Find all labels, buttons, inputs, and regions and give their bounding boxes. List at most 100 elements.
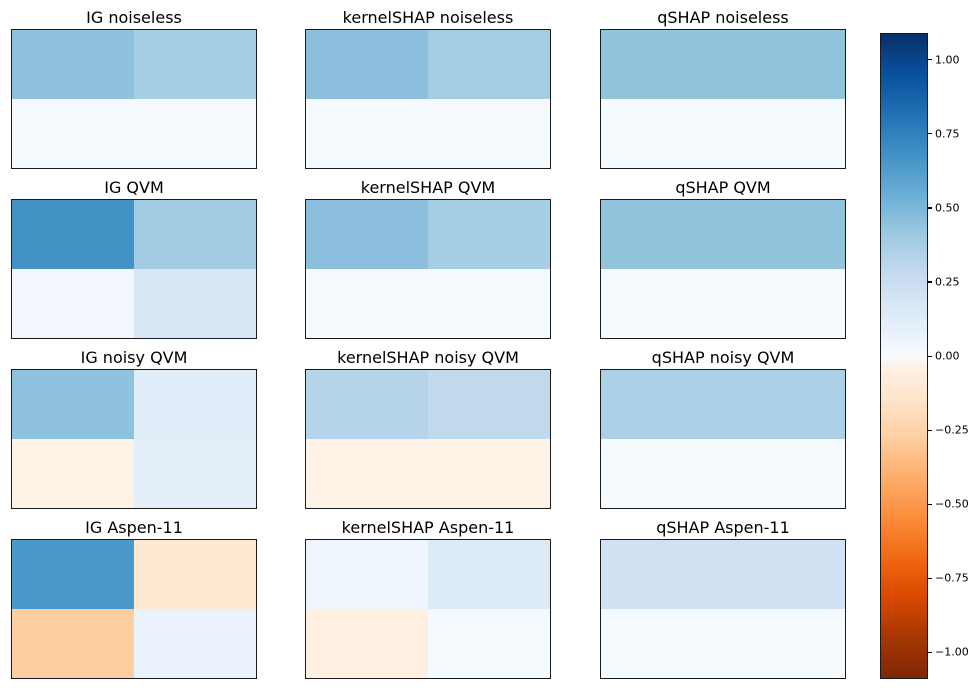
- colorbar-tick-mark: [928, 59, 932, 61]
- heatmap-cells: [12, 370, 256, 508]
- panel-title: kernelSHAP Aspen-11: [341, 518, 515, 538]
- heatmap-cell: [12, 439, 134, 508]
- heatmap-panel: qSHAP noisy QVM: [600, 349, 846, 509]
- colorbar-tick-label: −0.25: [935, 423, 969, 437]
- heatmap-panel: kernelSHAP noiseless: [305, 9, 551, 169]
- colorbar-tick-mark: [928, 577, 932, 579]
- heatmap-cell: [306, 540, 428, 609]
- heatmap-cell: [306, 99, 428, 168]
- heatmap-cell: [723, 30, 845, 99]
- panel-title: qSHAP Aspen-11: [656, 518, 790, 538]
- heatmap-cell: [723, 99, 845, 168]
- heatmap-cell: [723, 540, 845, 609]
- heatmap-panel: qSHAP QVM: [600, 179, 846, 339]
- heatmap-cell: [134, 609, 256, 678]
- heatmap-cell: [723, 269, 845, 338]
- heatmap-cell: [134, 439, 256, 508]
- colorbar-tick-label: 0.25: [935, 275, 960, 289]
- colorbar: 1.00 0.75 0.50 0.25 0.00 −0.25 −0.50 −0.75 −1.00: [880, 33, 969, 679]
- panel-title: kernelSHAP noiseless: [342, 8, 514, 28]
- colorbar-tick-label: 1.00: [935, 53, 960, 67]
- heatmap-cell: [601, 609, 723, 678]
- colorbar-tick-label: −0.75: [935, 571, 969, 585]
- heatmap-cell: [723, 200, 845, 269]
- heatmap-cell: [601, 540, 723, 609]
- heatmap-cell: [428, 540, 550, 609]
- colorbar-tick-label: −0.50: [935, 497, 969, 511]
- colorbar-tick-label: 0.00: [935, 349, 960, 363]
- panel-title: IG noiseless: [86, 8, 182, 28]
- heatmap-cells: [306, 540, 550, 678]
- heatmap-cell: [134, 540, 256, 609]
- colorbar-tick-mark: [928, 651, 932, 654]
- panel-title: IG Aspen-11: [85, 518, 183, 538]
- heatmap-cell: [134, 99, 256, 168]
- heatmap-cell: [601, 439, 723, 508]
- heatmap-panel: qSHAP noiseless: [600, 9, 846, 169]
- panel-title: IG noisy QVM: [80, 348, 188, 368]
- heatmap-cell: [601, 30, 723, 99]
- colorbar-tick-label: −1.00: [935, 645, 969, 659]
- heatmap-panel: IG noiseless: [11, 9, 257, 169]
- heatmap-cells: [601, 200, 845, 338]
- heatmap-cell: [306, 30, 428, 99]
- colorbar-tick-mark: [928, 429, 932, 431]
- heatmap-cell: [428, 370, 550, 439]
- colorbar-tick-mark: [928, 281, 932, 283]
- heatmap-cell: [723, 609, 845, 678]
- heatmap-cells: [12, 200, 256, 338]
- colorbar-tick-label: 0.50: [935, 201, 960, 215]
- heatmap-panel: kernelSHAP Aspen-11: [305, 519, 551, 679]
- colorbar-tick-mark: [928, 503, 932, 505]
- heatmap-cell: [723, 439, 845, 508]
- panel-title: qSHAP QVM: [675, 178, 771, 198]
- panel-title: qSHAP noisy QVM: [651, 348, 795, 368]
- heatmap-panel: IG Aspen-11: [11, 519, 257, 679]
- heatmap-cells: [306, 200, 550, 338]
- heatmap-cells: [601, 370, 845, 508]
- heatmap-cell: [12, 200, 134, 269]
- heatmap-cell: [428, 439, 550, 508]
- heatmap-cell: [306, 200, 428, 269]
- heatmap-cell: [601, 200, 723, 269]
- heatmap-cell: [428, 99, 550, 168]
- heatmap-cell: [134, 30, 256, 99]
- colorbar-tick-mark: [928, 133, 932, 135]
- heatmap-cells: [12, 30, 256, 168]
- heatmap-panel: kernelSHAP noisy QVM: [305, 349, 551, 509]
- heatmap-panel: IG QVM: [11, 179, 257, 339]
- heatmap-cell: [12, 269, 134, 338]
- heatmap-cell: [601, 99, 723, 168]
- panel-title: kernelSHAP noisy QVM: [337, 348, 519, 368]
- heatmap-cell: [12, 540, 134, 609]
- panel-title: kernelSHAP QVM: [360, 178, 496, 198]
- heatmap-cell: [134, 269, 256, 338]
- heatmap-cell: [428, 609, 550, 678]
- heatmap-cell: [12, 609, 134, 678]
- colorbar-tick-mark: [928, 207, 932, 209]
- heatmap-panel: kernelSHAP QVM: [305, 179, 551, 339]
- heatmap-cells: [601, 30, 845, 168]
- heatmap-panel: IG noisy QVM: [11, 349, 257, 509]
- heatmap-cell: [12, 99, 134, 168]
- colorbar-tick-mark: [928, 355, 932, 357]
- heatmap-cells: [306, 370, 550, 508]
- heatmap-cell: [601, 370, 723, 439]
- heatmap-cell: [306, 609, 428, 678]
- colorbar-tick-label: 0.75: [935, 127, 960, 141]
- heatmap-cell: [306, 370, 428, 439]
- heatmap-cell: [428, 30, 550, 99]
- heatmap-panel: qSHAP Aspen-11: [600, 519, 846, 679]
- heatmap-cell: [12, 30, 134, 99]
- heatmap-cells: [601, 540, 845, 678]
- panel-title: qSHAP noiseless: [657, 8, 789, 28]
- heatmap-cell: [601, 269, 723, 338]
- heatmap-cell: [428, 269, 550, 338]
- heatmap-cell: [306, 439, 428, 508]
- heatmap-cells: [12, 540, 256, 678]
- heatmap-cell: [134, 370, 256, 439]
- heatmap-cell: [428, 200, 550, 269]
- heatmap-cells: [306, 30, 550, 168]
- colorbar-gradient: [880, 33, 928, 679]
